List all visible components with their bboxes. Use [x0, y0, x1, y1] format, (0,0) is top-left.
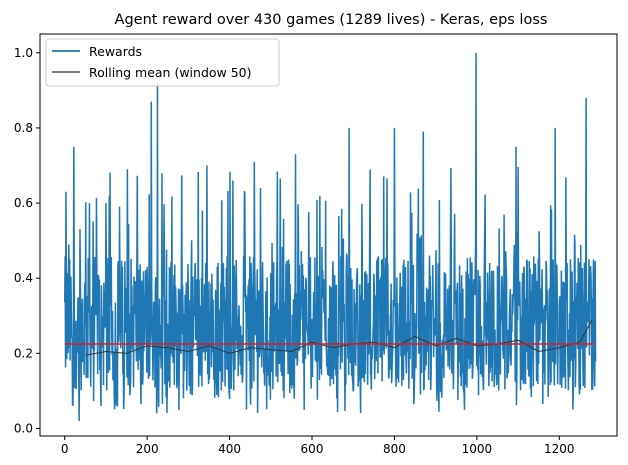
- x-tick-label: 1200: [544, 442, 575, 456]
- plot-area: [63, 52, 597, 421]
- y-tick-label: 0.0: [14, 421, 33, 435]
- x-tick-label: 800: [383, 442, 406, 456]
- x-tick-label: 600: [301, 442, 324, 456]
- series-line-rewards: [63, 52, 597, 421]
- y-tick-label: 0.2: [14, 346, 33, 360]
- y-tick-label: 0.4: [14, 271, 33, 285]
- chart-title: Agent reward over 430 games (1289 lives)…: [115, 12, 548, 28]
- y-tick-label: 0.8: [14, 121, 33, 135]
- legend-label: Rolling mean (window 50): [89, 65, 252, 80]
- x-tick-label: 200: [136, 442, 159, 456]
- x-tick-label: 1000: [462, 442, 493, 456]
- legend-box: [45, 38, 280, 87]
- y-tick-label: 1.0: [14, 46, 33, 60]
- axes: 0 200 400 600 800 1000 1200 0.0 0.2 0.4 0.6 0.8 1.0: [14, 33, 618, 456]
- y-tick-label: 0.6: [14, 196, 33, 210]
- legend: Rewards Rolling mean (window 50): [45, 38, 280, 87]
- x-tick-label: 0: [61, 442, 69, 456]
- axes-frame: [39, 33, 618, 437]
- legend-label: Rewards: [89, 44, 142, 59]
- series-line-rolling-mean: [85, 319, 593, 356]
- x-tick-label: 400: [218, 442, 241, 456]
